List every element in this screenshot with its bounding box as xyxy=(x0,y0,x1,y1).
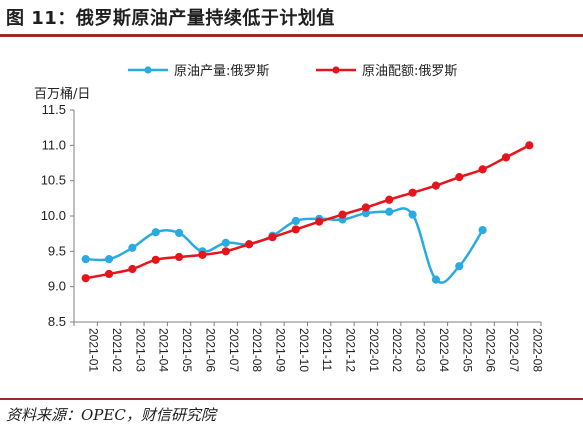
quota-point xyxy=(525,141,534,150)
figure-title: 图 11：俄罗斯原油产量持续低于计划值 xyxy=(6,8,335,29)
production-point xyxy=(431,275,441,284)
x-tick-label: 2021-07 xyxy=(227,328,241,372)
legend-production-marker xyxy=(144,66,152,74)
x-tick-label: 2021-01 xyxy=(87,328,101,372)
legend-quota-label: 原油配额:俄罗斯 xyxy=(362,64,457,79)
quota-point xyxy=(104,269,114,279)
production-point xyxy=(151,228,160,237)
x-tick-label: 2021-06 xyxy=(203,328,217,372)
quota-point xyxy=(268,233,277,242)
quota-point xyxy=(338,210,347,219)
x-tick-label: 2021-03 xyxy=(133,328,147,372)
quota-point xyxy=(128,264,137,274)
top-divider xyxy=(0,34,583,37)
y-tick-label: 9.0 xyxy=(48,279,66,294)
quota-point xyxy=(291,225,300,234)
x-tick-label: 2022-03 xyxy=(414,328,428,372)
production-point xyxy=(104,255,114,264)
y-tick-label: 10.5 xyxy=(41,173,66,188)
y-tick-label: 9.5 xyxy=(48,243,66,258)
quota-point xyxy=(245,240,254,249)
quota-point xyxy=(408,188,417,197)
production-point xyxy=(455,262,464,271)
production-point xyxy=(174,228,184,238)
x-tick-label: 2021-10 xyxy=(297,328,311,372)
quota-point xyxy=(361,203,370,212)
x-tick-label: 2021-05 xyxy=(180,328,194,372)
x-tick-label: 2021-04 xyxy=(157,328,171,372)
quota-point xyxy=(81,274,90,283)
quota-point xyxy=(151,255,160,264)
x-tick-label: 2022-04 xyxy=(437,328,451,372)
source-note: 资料来源：OPEC，财信研究院 xyxy=(6,406,216,424)
production-point xyxy=(128,243,137,252)
legend-quota-marker xyxy=(332,66,340,74)
y-tick-label: 11.5 xyxy=(42,102,66,117)
x-tick-label: 2021-12 xyxy=(344,328,358,372)
y-tick-label: 10.0 xyxy=(41,208,66,223)
y-tick-label: 8.5 xyxy=(48,314,66,329)
quota-point xyxy=(221,247,230,256)
production-point xyxy=(81,255,90,264)
quota-point xyxy=(198,250,207,259)
quota-point xyxy=(431,181,441,190)
production-point xyxy=(221,238,230,247)
x-tick-label: 2021-11 xyxy=(320,328,334,371)
x-tick-label: 2021-08 xyxy=(250,328,264,372)
x-tick-label: 2022-07 xyxy=(507,328,521,372)
production-point xyxy=(291,216,300,226)
x-tick-label: 2022-06 xyxy=(484,328,498,372)
x-tick-label: 2022-08 xyxy=(530,328,544,372)
quota-point xyxy=(501,153,511,162)
production-point xyxy=(478,226,487,235)
x-tick-label: 2022-01 xyxy=(367,328,381,372)
quota-point xyxy=(455,173,464,182)
quota-point xyxy=(478,165,487,174)
x-tick-label: 2021-02 xyxy=(110,328,124,372)
x-tick-label: 2022-05 xyxy=(460,328,474,372)
quota-point xyxy=(174,252,184,262)
quota-point xyxy=(385,195,394,204)
y-tick-label: 11.0 xyxy=(42,137,66,152)
y-axis-unit-label: 百万桶/日 xyxy=(34,87,90,102)
x-tick-label: 2022-02 xyxy=(390,328,404,372)
bottom-divider xyxy=(0,398,583,400)
quota-point xyxy=(315,217,324,226)
production-series-line xyxy=(85,207,484,284)
x-tick-label: 2021-09 xyxy=(273,328,287,372)
production-point xyxy=(408,210,417,219)
production-point xyxy=(385,207,394,216)
legend-production-label: 原油产量:俄罗斯 xyxy=(174,64,269,79)
